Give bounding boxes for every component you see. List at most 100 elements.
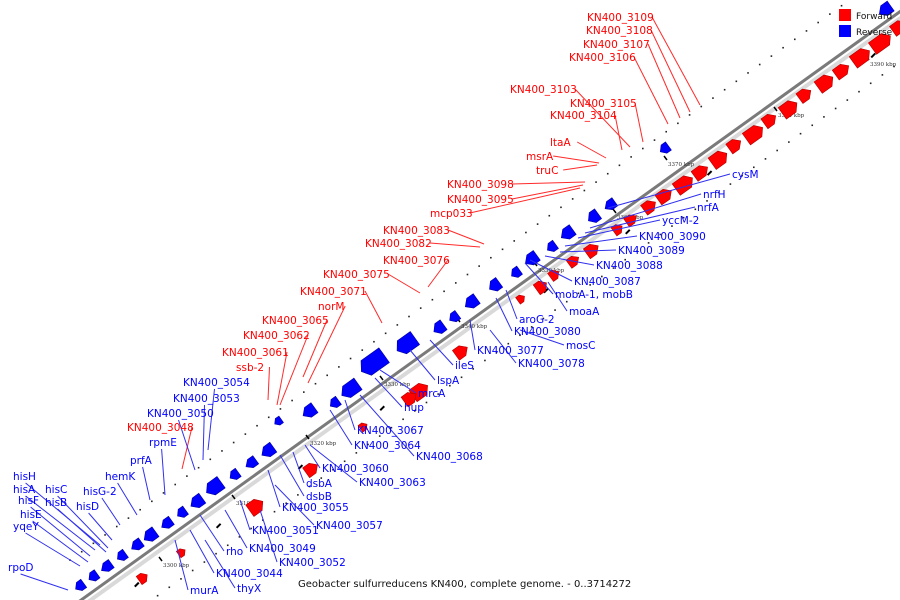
legend: Forward Reverse [839,9,893,38]
reverse-leader-line [409,349,436,381]
guide-dot [741,174,743,177]
label-leader-lines [20,16,731,591]
guide-dot [723,88,726,91]
reverse-gene-label: hisG-2 [83,486,117,498]
forward-gene-label: KN400_3062 [243,330,310,342]
reverse-gene-arrow [449,310,462,323]
forward-gene-arrow [400,392,417,408]
forward-gene-arrow [302,462,318,479]
guide-dot [250,527,252,530]
scale-tick-mark [231,494,236,500]
guide-dot [536,223,539,225]
guide-dot [653,139,656,141]
guide-dot [519,334,521,337]
reverse-gene-label: thyX [237,583,261,595]
feature-mark [870,52,876,59]
forward-gene-arrow [867,33,891,55]
guide-dot [788,141,790,143]
reverse-gene-label: KN400_3055 [282,502,349,514]
forward-leader-line [633,56,669,125]
forward-gene-arrow [451,345,468,361]
reverse-leader-line [519,329,565,346]
guide-dot [303,391,305,393]
guide-dot [151,500,153,503]
forward-gene-arrow [707,150,728,170]
forward-gene-label: KN400_3095 [447,194,514,206]
reverse-gene-label: KN400_3078 [518,358,585,370]
guide-dot [361,349,364,351]
genome-backbone [78,9,900,600]
guide-dot [413,410,416,412]
scale-tick-mark [158,556,163,562]
forward-gene-arrow [640,200,656,216]
guide-dot [373,340,375,343]
forward-gene-arrow [760,113,777,130]
reverse-gene-arrow [88,569,101,582]
reverse-gene-label: hisA [13,484,36,496]
forward-gene-label: KN400_3106 [569,52,636,64]
forward-leader-line [574,88,631,148]
reverse-gene-arrow [274,415,284,426]
reverse-leader-line [379,369,417,394]
feature-mark [379,405,385,411]
guide-dot [671,225,673,227]
scale-tick-mark [663,155,668,161]
guide-dot [589,284,591,286]
reverse-gene-label: mrcA [418,388,446,400]
reverse-gene-label: KN400_3080 [514,326,581,338]
reverse-leader-line [117,482,138,516]
reverse-leader-line [547,281,568,312]
legend-reverse-swatch [839,25,851,37]
guide-dot [162,492,165,494]
forward-leader-line [511,181,586,185]
guide-dot [320,477,323,479]
forward-gene-arrow [654,188,672,206]
genome-caption: Geobacter sulfurreducens KN400, complete… [298,579,631,590]
guide-dot [601,275,603,278]
guide-dot [490,256,492,259]
reverse-gene-label: cysM [732,169,759,181]
reverse-gene-label: nrfA [697,202,720,214]
guide-dot [805,30,808,32]
reverse-leader-line [584,206,696,234]
reverse-leader-line [178,419,196,471]
scale-tick-label: 3370 kbp [668,162,695,168]
reverse-leader-line [30,506,91,557]
reverse-leader-line [374,377,403,408]
guide-dot [706,200,708,202]
reverse-gene-arrow [547,239,559,252]
reverse-leader-line [267,469,281,508]
reverse-gene-arrow [341,377,363,398]
guide-dot [682,216,685,219]
guide-dot [127,517,130,519]
reverse-leader-line [559,249,617,253]
reverse-gene-arrow [302,402,319,418]
guide-dot [817,21,819,24]
forward-gene-label: norM [318,301,344,313]
forward-leader-line [469,187,581,214]
reverse-gene-label: KN400_3050 [147,408,214,420]
forward-gene-arrow [889,20,900,37]
guide-dot [349,357,352,360]
reverse-leader-line [544,255,595,266]
reverse-gene-arrow [396,331,421,355]
guide-dot [437,393,439,395]
reverse-gene-label: murA [190,585,219,597]
forward-gene-label: KN400_3048 [127,422,194,434]
guide-dot [829,13,831,15]
guide-dot [858,90,860,93]
forward-leader-line [651,16,701,106]
guide-dot [215,552,217,555]
forward-gene-label: KN400_3104 [550,110,617,122]
guide-dot [326,374,328,377]
guide-dot [752,166,755,169]
reverse-gene-arrow [143,526,160,542]
scale-tick-label: 3390 kbp [870,62,897,68]
forward-gene-label: KN400_3098 [447,179,514,191]
forward-gene-label: KN400_3108 [586,25,653,37]
guide-dot [636,250,638,253]
reverse-gene-label: prfA [130,455,153,467]
scale-tick-label: 3380 kbp [778,113,805,119]
guide-dot [513,240,516,242]
reverse-leader-line [279,454,305,497]
